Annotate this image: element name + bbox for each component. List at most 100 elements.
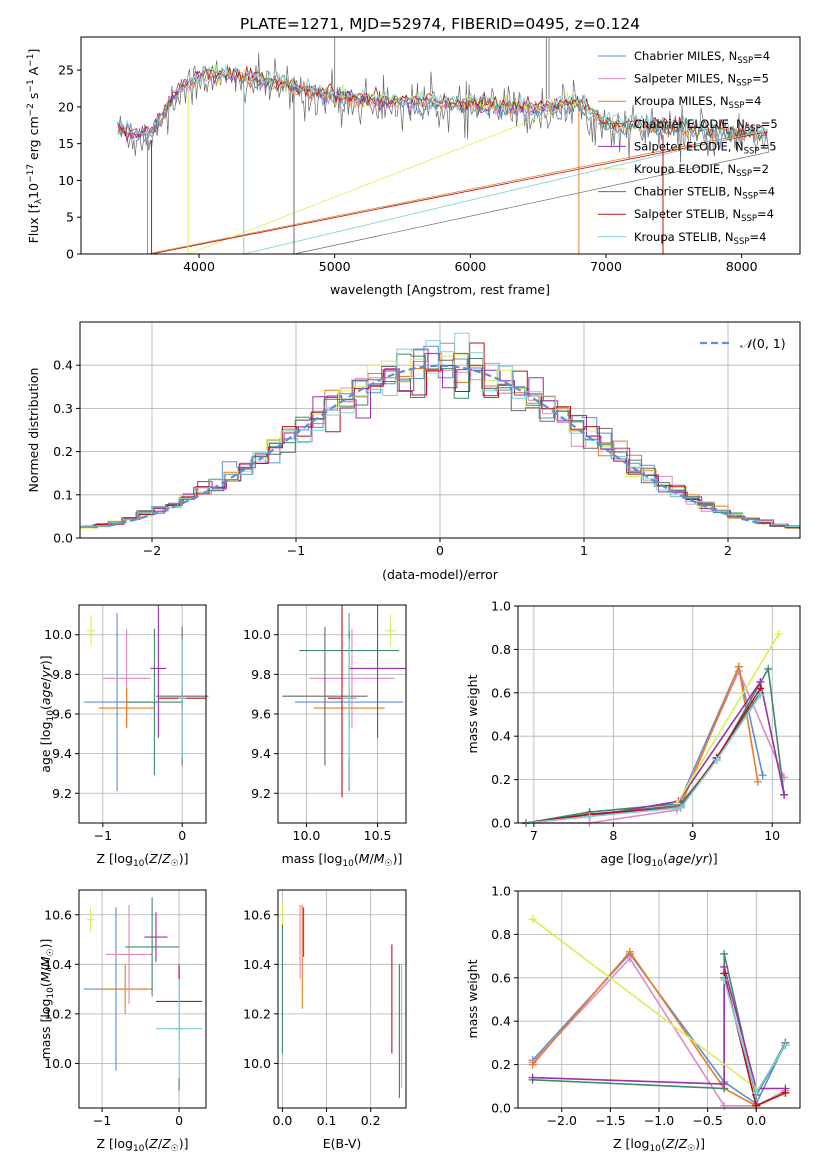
weight-marker-ks (676, 803, 685, 812)
panel-mass-weight-vs-Z (518, 890, 800, 1110)
x-tick-label: 0.1 (317, 1113, 337, 1128)
spectrum-series-ke (185, 63, 580, 255)
y-axis-label: mass [log10(M/M☉)] (38, 939, 56, 1060)
x-tick-label: 5000 (319, 259, 351, 274)
weight-marker-ks (712, 756, 721, 765)
x-tick-label: 0 (436, 543, 444, 558)
histogram-series-ss (80, 342, 800, 528)
y-axis-label: Flux [fλ10−17 erg cm−2 s−1 A−1] (26, 49, 44, 244)
weight-marker-ke (528, 915, 537, 924)
legend-entry: Kroupa MILES, NSSP=4 (634, 94, 761, 111)
axes-frame (517, 605, 801, 824)
y-tick-label: 0 (66, 247, 74, 262)
spectrum-series-ks (117, 65, 769, 255)
y-tick-label: 25 (58, 63, 74, 78)
x-tick-label: −1 (94, 828, 112, 843)
y-tick-label: 0.8 (491, 927, 511, 942)
x-tick-label: 8000 (726, 259, 758, 274)
x-tick-label: 0.0 (272, 1113, 292, 1128)
x-tick-label: 8 (609, 828, 617, 843)
weight-marker-ce (764, 664, 773, 673)
weight-marker-km (753, 777, 762, 786)
y-tick-label: 9.2 (251, 786, 271, 801)
weight-line-ke (676, 633, 780, 804)
panel-mass-vs-EBV (278, 890, 406, 1108)
y-tick-label: 0.6 (491, 685, 511, 700)
x-tick-label: 0.0 (746, 1113, 766, 1128)
legend-entry: Chabrier STELIB, NSSP=4 (634, 185, 775, 202)
weight-marker-se (780, 790, 789, 799)
weight-marker-km (734, 662, 743, 671)
y-tick-label: 9.8 (251, 667, 271, 682)
x-tick-label: −0.5 (692, 1113, 722, 1128)
weight-line-ke (532, 918, 757, 1090)
x-tick-label: 7000 (590, 259, 622, 274)
y-tick-label: 0.2 (53, 444, 73, 459)
x-axis-label: Z [log10(Z/Z☉)] (96, 851, 188, 869)
y-tick-label: 10.0 (243, 1056, 271, 1071)
gaussian-curve (108, 364, 765, 527)
y-tick-label: 0.1 (53, 487, 73, 502)
legend-entry: Kroupa STELIB, NSSP=4 (634, 230, 766, 247)
y-axis-label: mass weight (465, 959, 480, 1038)
axes-frame (80, 36, 801, 255)
x-tick-label: 9 (689, 828, 697, 843)
x-tick-label: −1 (287, 543, 305, 558)
x-tick-label: −1 (93, 1113, 111, 1128)
legend-entry: Kroupa ELODIE, NSSP=2 (634, 162, 769, 179)
histogram-series-ce (80, 353, 801, 530)
panel-age-vs-mass (278, 605, 406, 823)
y-tick-label: 9.8 (52, 667, 72, 682)
weight-marker-ks (781, 1041, 790, 1050)
legend-entry: Chabrier ELODIE, NSSP=5 (634, 117, 778, 134)
y-tick-label: 0.0 (491, 816, 511, 831)
x-axis-label: age [log10(age/yr)] (600, 851, 717, 869)
y-tick-label: 10.0 (44, 627, 72, 642)
weight-marker-ks (752, 1088, 761, 1097)
spectrum-series-ss (117, 66, 769, 255)
y-tick-label: 0.4 (53, 358, 73, 373)
panel-residual-histogram (80, 322, 801, 539)
panel-mass-weight-vs-age (518, 605, 800, 827)
x-axis-label: Z [log10(Z/Z☉)] (613, 1136, 705, 1154)
y-tick-label: 10.6 (243, 907, 271, 922)
weight-marker-se (720, 1080, 729, 1089)
x-axis-label: wavelength [Angstrom, rest frame] (330, 282, 550, 297)
y-tick-label: 9.4 (251, 746, 271, 761)
legend-entry: 𝒩(0, 1) (740, 336, 786, 351)
weight-marker-ss (781, 1088, 790, 1097)
y-tick-label: 0.2 (491, 1057, 511, 1072)
x-tick-label: 2 (724, 543, 732, 558)
y-axis-label: mass weight (465, 674, 480, 753)
weight-marker-cm (758, 771, 767, 780)
y-tick-label: 0.2 (491, 772, 511, 787)
y-tick-label: 9.6 (251, 707, 271, 722)
x-axis-label: mass [log10(M/M☉)] (282, 851, 403, 869)
x-tick-label: 7 (530, 828, 538, 843)
x-tick-label: 10 (764, 828, 780, 843)
weight-marker-km (528, 1060, 537, 1069)
y-axis-label: age [log10(age/yr)] (38, 655, 56, 772)
x-axis-label: (data-model)/error (382, 567, 499, 582)
x-tick-label: −2.0 (547, 1113, 577, 1128)
x-tick-label: 0.2 (361, 1113, 381, 1128)
x-tick-label: 6000 (454, 259, 486, 274)
weight-marker-sm (720, 1101, 729, 1110)
weight-marker-ks (756, 690, 765, 699)
y-tick-label: 1.0 (491, 884, 511, 899)
x-tick-label: −1.0 (644, 1113, 674, 1128)
x-tick-label: 0 (175, 1113, 183, 1128)
legend-entry: Salpeter STELIB, NSSP=4 (634, 207, 774, 224)
weight-line-ce (525, 666, 785, 824)
x-axis-label: E(B-V) (323, 1136, 362, 1151)
x-axis-label: Z [log10(Z/Z☉)] (96, 1136, 188, 1154)
weight-line-km (525, 663, 759, 824)
y-tick-label: 0.3 (53, 401, 73, 416)
y-tick-label: 10.2 (44, 1006, 72, 1021)
x-tick-label: −1.5 (595, 1113, 625, 1128)
weight-marker-se (528, 1073, 537, 1082)
weight-marker-ke (774, 630, 783, 639)
y-tick-label: 10.4 (243, 957, 271, 972)
y-tick-label: 9.4 (52, 746, 72, 761)
legend-entry: Chabrier MILES, NSSP=4 (634, 49, 770, 66)
